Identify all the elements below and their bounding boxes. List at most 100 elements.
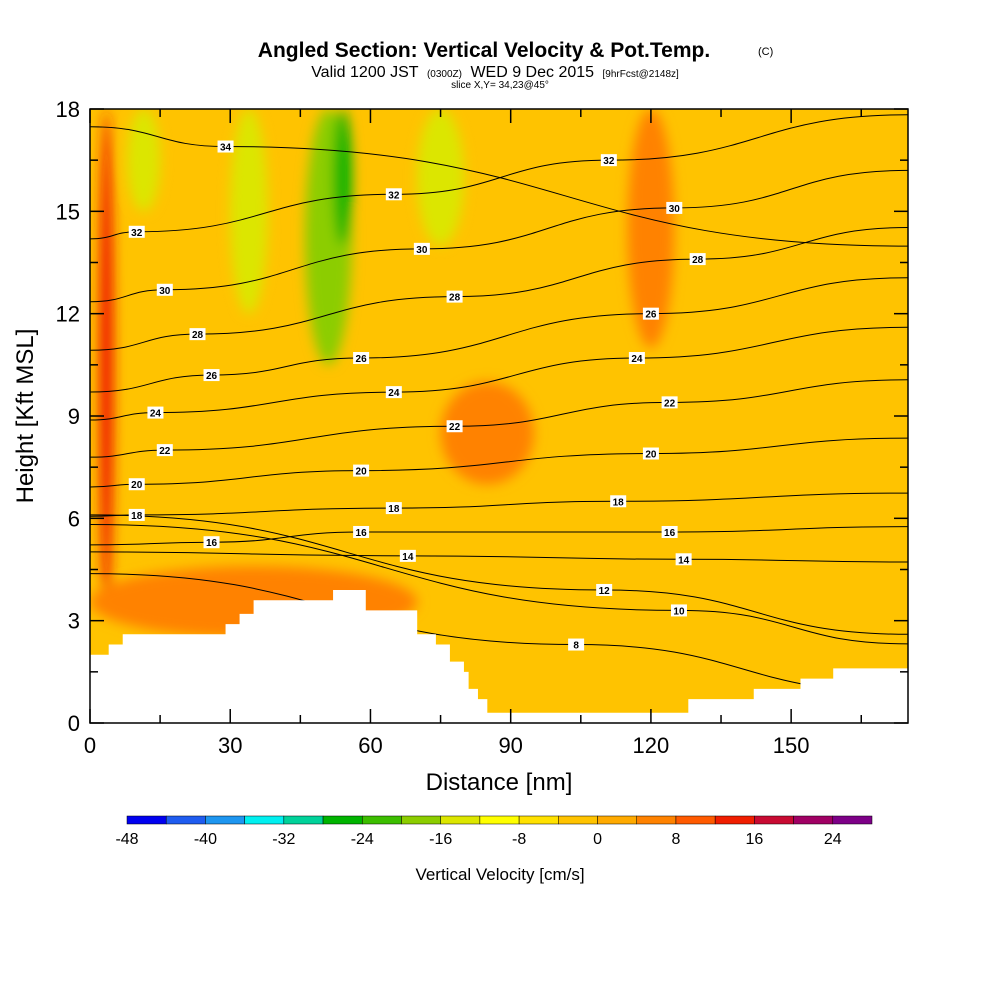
isentrope-label: 24 — [631, 354, 643, 365]
isentrope-label: 10 — [673, 606, 685, 617]
chart-subtitle: Valid 1200 JST (0300Z) WED 9 Dec 2015 [9… — [311, 64, 679, 81]
isentrope-label-bg — [446, 420, 463, 433]
y-tick-label: 12 — [56, 302, 80, 327]
colorbar-swatch — [126, 815, 167, 825]
isentrope-label: 8 — [573, 641, 579, 652]
isentrope-label-bg — [399, 549, 416, 562]
isentrope-16 — [90, 526, 908, 546]
colorbar-tick-label: -40 — [194, 831, 217, 848]
isentrope-label: 32 — [603, 156, 615, 167]
isentrope-label-bg — [642, 447, 659, 460]
isentrope-label-bg — [661, 396, 678, 409]
isentrope-label-bg — [156, 283, 173, 296]
x-axis-title: Distance [nm] — [426, 769, 573, 796]
velocity-feature-6 — [627, 109, 675, 348]
velocity-feature-5 — [417, 109, 464, 246]
isentrope-label: 26 — [645, 310, 657, 321]
isentrope-label: 24 — [150, 409, 162, 420]
isentrope-label-bg — [675, 553, 692, 566]
colorbar-title: Vertical Velocity [cm/s] — [415, 865, 584, 884]
isentrope-label: 34 — [220, 143, 232, 154]
isentrope-label-bg — [128, 508, 145, 521]
colorbar-swatch — [205, 815, 245, 825]
isentrope-label-bg — [128, 225, 145, 238]
isentrope-label-bg — [596, 583, 613, 596]
isentrope-label: 16 — [206, 538, 218, 549]
isentrope-label-bg — [628, 352, 645, 365]
isentrope-label-bg — [661, 525, 678, 538]
isentrope-34 — [90, 126, 908, 247]
colorbar-tick-label: -32 — [272, 831, 295, 848]
colorbar-swatch — [283, 815, 324, 825]
colorbar-tick-label: 8 — [671, 831, 680, 848]
isentrope-labels: 34 32 30 28 26 24 22 20 18 16 32 30 28 26 24 22 20 18 16 14… — [128, 140, 706, 652]
isentrope-label-bg — [353, 464, 370, 477]
isentrope-label-bg — [353, 525, 370, 538]
isentrope-label: 16 — [356, 528, 368, 539]
isentrope-label-bg — [156, 444, 173, 457]
colorbar: -48 -40 -32 -24 -16 -8 0 8 16 24 — [115, 815, 873, 848]
colorbar-swatch — [440, 815, 481, 825]
isentrope-label-bg — [385, 386, 402, 399]
x-tick-label: 90 — [498, 733, 522, 758]
isentrope-label-bg — [689, 253, 706, 266]
isentrope-label-bg — [600, 154, 617, 167]
y-axis-title: Height [Kft MSL] — [12, 329, 39, 504]
colorbar-swatch — [832, 815, 873, 825]
isentrope-label: 20 — [645, 450, 657, 461]
colorbar-tick-label: 24 — [824, 831, 842, 848]
isentrope-label-bg — [217, 140, 234, 153]
isentrope-label: 24 — [388, 388, 400, 399]
y-tick-label: 6 — [68, 506, 80, 531]
isentrope-label: 26 — [356, 354, 368, 365]
velocity-feature-4 — [333, 109, 352, 246]
colorbar-tick-label: -16 — [429, 831, 452, 848]
colorbar-swatch — [597, 815, 637, 825]
isentrope-label-bg — [203, 536, 220, 549]
colorbar-swatch — [754, 815, 794, 825]
colorbar-tick-label: 16 — [745, 831, 763, 848]
colorbar-swatch — [362, 815, 402, 825]
isentrope-label-bg — [385, 502, 402, 515]
isentrope-label: 30 — [416, 245, 428, 256]
isentrope-label: 12 — [599, 586, 611, 597]
velocity-feature-0 — [99, 109, 114, 614]
chart-title-unit: (C) — [758, 46, 773, 58]
velocity-feature-2 — [230, 109, 268, 314]
isentrope-label-bg — [610, 495, 627, 508]
isentrope-label: 26 — [206, 371, 218, 382]
x-tick-label: 150 — [773, 733, 810, 758]
isentrope-label: 16 — [664, 528, 676, 539]
terrain-mask — [90, 589, 908, 723]
isentrope-32 — [90, 114, 908, 240]
isentrope-12 — [90, 514, 908, 635]
isentrope-26 — [90, 277, 908, 393]
isentrope-label: 20 — [356, 467, 368, 478]
plot-area: 34 32 30 28 26 24 22 20 18 16 32 30 28 26 24 22 20 18 16 14… — [90, 109, 908, 723]
isentrope-label-bg — [666, 201, 683, 214]
colorbar-tick-label: -48 — [115, 831, 138, 848]
velocity-feature-7 — [440, 381, 535, 485]
isentrope-label: 14 — [402, 552, 414, 563]
isentrope-label-bg — [413, 242, 430, 255]
x-tick-label: 0 — [84, 733, 96, 758]
y-tick-label: 15 — [56, 199, 80, 224]
isentrope-label: 18 — [613, 497, 625, 508]
isentrope-label-bg — [385, 188, 402, 201]
isentrope-28 — [90, 227, 908, 351]
colorbar-swatch — [165, 815, 206, 825]
isentrope-label: 28 — [192, 330, 204, 341]
isentrope-label-bg — [642, 307, 659, 320]
isentrope-label-bg — [147, 406, 164, 419]
isentrope-label: 20 — [131, 480, 143, 491]
isentrope-label-bg — [353, 352, 370, 365]
isentrope-label: 28 — [449, 293, 461, 304]
colorbar-swatch — [675, 815, 716, 825]
isentrope-8 — [90, 573, 908, 694]
y-tick-label: 3 — [68, 609, 80, 634]
isentrope-label: 22 — [159, 446, 171, 457]
chart-title: Angled Section: Vertical Velocity & Pot.… — [258, 39, 710, 62]
isentrope-label: 28 — [692, 255, 704, 266]
x-tick-label: 30 — [218, 733, 242, 758]
